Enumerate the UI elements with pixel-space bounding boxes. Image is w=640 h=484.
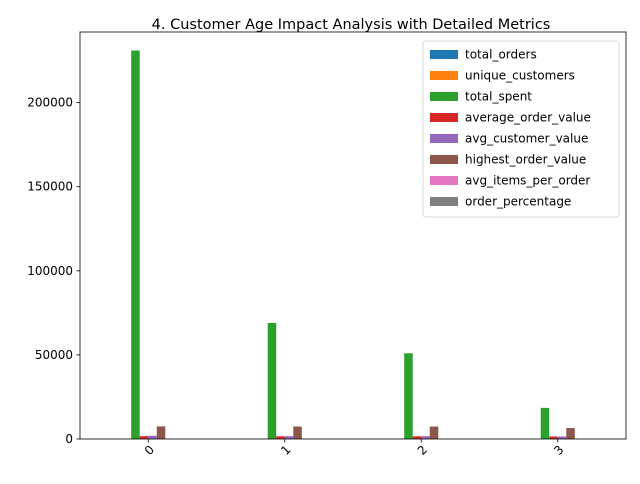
bar-avg_customer_value-1 <box>285 436 294 439</box>
bar-total_spent-3 <box>541 408 550 439</box>
x-tick-label: 2 <box>415 443 430 458</box>
y-axis: 0 50000 100000 150000 200000 <box>27 96 80 446</box>
bar-avg_customer_value-0 <box>148 436 157 439</box>
x-tick-label: 1 <box>278 443 293 458</box>
legend-swatch-avg_customer_value <box>430 134 458 143</box>
legend-label-total_spent: total_spent <box>465 90 532 104</box>
bar-highest_order_value-0 <box>157 426 166 439</box>
bar-highest_order_value-1 <box>293 427 302 439</box>
legend-label-order_percentage: order_percentage <box>465 195 571 209</box>
x-axis: 0 1 2 3 <box>142 439 567 458</box>
legend-label-average_order_value: average_order_value <box>465 111 591 125</box>
bar-total_spent-1 <box>268 323 277 439</box>
legend-label-highest_order_value: highest_order_value <box>465 153 586 167</box>
legend-swatch-average_order_value <box>430 113 458 122</box>
legend-swatch-total_orders <box>430 50 458 59</box>
y-tick-label: 150000 <box>27 180 73 194</box>
bar-average_order_value-1 <box>276 436 285 439</box>
x-tick-label: 3 <box>551 443 566 458</box>
legend-swatch-highest_order_value <box>430 155 458 164</box>
legend-swatch-unique_customers <box>430 71 458 80</box>
bar-average_order_value-2 <box>413 436 422 439</box>
bar-average_order_value-0 <box>140 436 149 439</box>
bar-total_spent-2 <box>404 353 413 439</box>
legend-swatch-total_spent <box>430 92 458 101</box>
legend-label-total_orders: total_orders <box>465 48 537 62</box>
y-tick-label: 50000 <box>35 348 73 362</box>
bar-avg_customer_value-2 <box>421 436 430 439</box>
legend-swatch-order_percentage <box>430 197 458 206</box>
legend-box <box>423 41 619 217</box>
legend-label-avg_customer_value: avg_customer_value <box>465 132 588 146</box>
bar-highest_order_value-2 <box>430 427 439 439</box>
y-tick-label: 100000 <box>27 264 73 278</box>
bar-highest_order_value-3 <box>566 428 575 439</box>
x-tick-label: 0 <box>142 443 157 458</box>
chart-title: 4. Customer Age Impact Analysis with Det… <box>152 17 551 33</box>
y-tick-label: 0 <box>65 432 73 446</box>
legend: total_orders unique_customers total_spenta… <box>423 41 619 217</box>
legend-swatch-avg_items_per_order <box>430 176 458 185</box>
legend-label-avg_items_per_order: avg_items_per_order <box>465 174 590 188</box>
legend-label-unique_customers: unique_customers <box>465 69 575 83</box>
y-tick-label: 200000 <box>27 96 73 110</box>
bar-total_spent-0 <box>131 51 140 440</box>
